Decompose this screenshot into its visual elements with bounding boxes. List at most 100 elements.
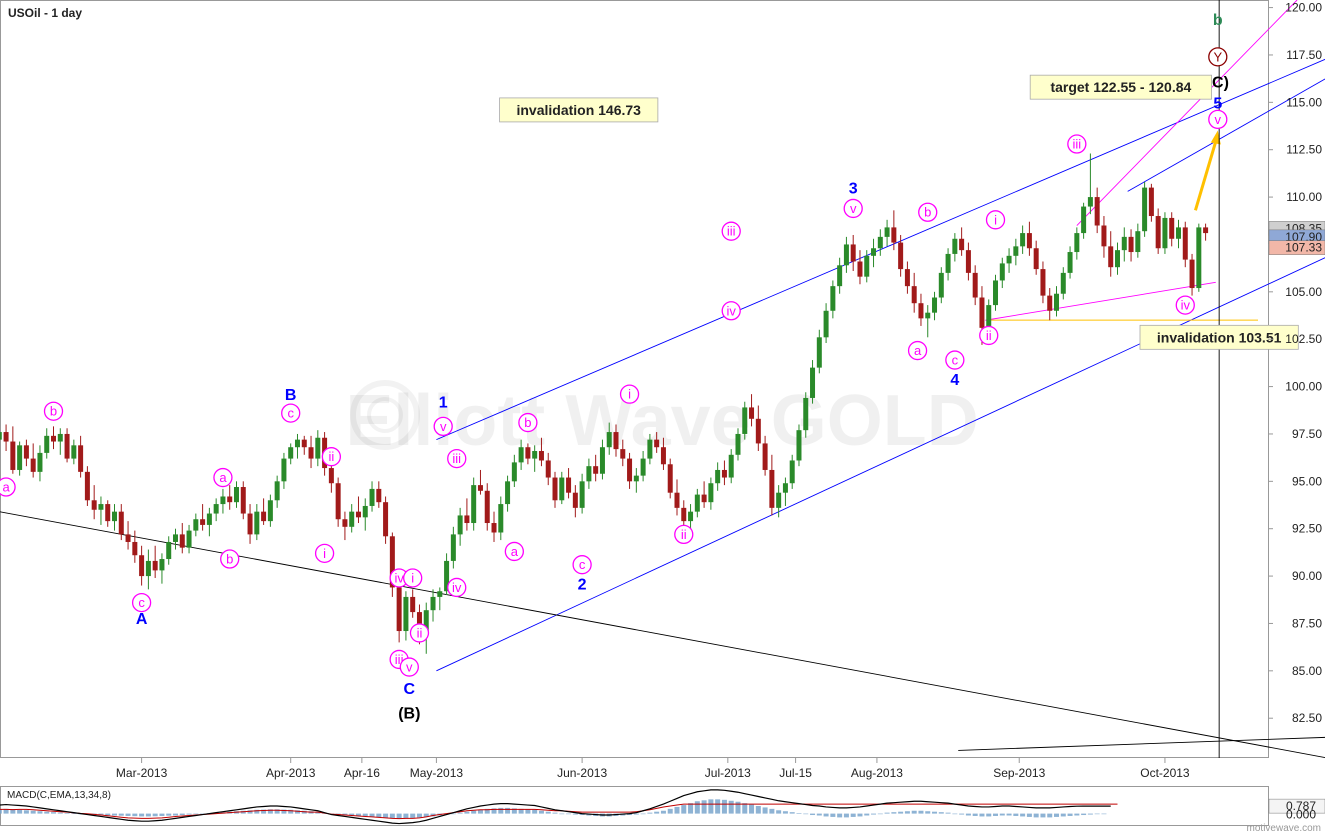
- candle-up: [294, 439, 300, 448]
- date-tick-label: Apr-16: [344, 766, 380, 780]
- macd-histogram-bar: [355, 813, 361, 816]
- wave-label: b: [1213, 12, 1223, 29]
- candle-up: [430, 596, 436, 611]
- watermark-logo: [350, 380, 420, 450]
- candle-down: [1155, 216, 1161, 249]
- wave-label: 4: [950, 372, 959, 389]
- macd-histogram-bar: [179, 813, 185, 816]
- candle-up: [288, 447, 294, 459]
- candle-down: [538, 451, 544, 461]
- macd-histogram-bar: [640, 813, 646, 815]
- candle-down: [301, 439, 307, 448]
- macd-histogram-bar: [511, 808, 517, 814]
- macd-histogram-bar: [505, 807, 511, 814]
- wave-label: iv: [452, 580, 462, 595]
- date-tick-label: Jul-2013: [705, 766, 751, 780]
- candle-up: [864, 255, 870, 277]
- macd-histogram-bar: [0, 809, 2, 814]
- macd-histogram-bar: [281, 809, 287, 814]
- candle-up: [952, 238, 958, 254]
- candle-down: [240, 487, 246, 514]
- chart-title: USOil - 1 day: [8, 6, 82, 20]
- wave-label: v: [440, 419, 447, 434]
- candle-up: [1162, 217, 1168, 249]
- macd-histogram-bar: [118, 813, 124, 816]
- candle-up: [166, 541, 172, 560]
- macd-histogram-bar: [938, 812, 944, 814]
- wave-label: iv: [727, 303, 737, 318]
- macd-histogram-bar: [932, 811, 938, 814]
- candle-up: [267, 500, 273, 522]
- macd-histogram-bar: [369, 813, 375, 817]
- candle-down: [749, 407, 755, 419]
- wave-circle: [572, 555, 592, 575]
- macd-histogram-bar: [667, 808, 673, 814]
- macd-histogram-bar: [715, 799, 721, 814]
- macd-histogram-bar: [315, 812, 321, 814]
- candle-up: [57, 433, 63, 442]
- macd-histogram-bar: [742, 803, 748, 814]
- macd-histogram-bar: [1020, 813, 1026, 817]
- macd-histogram-bar: [44, 811, 50, 814]
- macd-histogram-bar: [71, 813, 77, 815]
- macd-histogram-bar: [518, 808, 524, 814]
- macd-histogram-bar: [566, 813, 572, 815]
- candle-down: [410, 596, 416, 613]
- candle-up: [37, 452, 43, 472]
- wave-circle: [907, 340, 928, 361]
- candle-down: [1026, 233, 1032, 249]
- macd-histogram-bar: [132, 813, 138, 817]
- candle-up: [694, 494, 700, 512]
- wave-label: v: [850, 201, 857, 216]
- wave-label: 3: [849, 181, 858, 198]
- macd-histogram-bar: [721, 799, 727, 814]
- candle-down: [105, 504, 111, 522]
- candle-up: [532, 451, 538, 459]
- wave-label: c: [138, 595, 145, 610]
- wave-label: C: [404, 681, 416, 698]
- wave-circle: [131, 592, 152, 613]
- macd-histogram-bar: [267, 809, 273, 814]
- wave-label: iii: [395, 652, 404, 667]
- candle-up: [728, 454, 734, 478]
- candle-up: [444, 560, 450, 592]
- trendline-magenta-lower: [985, 281, 1216, 321]
- candle-up: [423, 610, 429, 633]
- macd-histogram-bar: [186, 813, 192, 815]
- candle-down: [627, 458, 633, 482]
- credit-label: motivewave.com: [1247, 823, 1321, 834]
- wave-label: c: [287, 406, 294, 421]
- macd-histogram-bar: [152, 813, 158, 817]
- macd-histogram-bar: [1013, 813, 1019, 816]
- wave-circle: [433, 416, 453, 437]
- macd-histogram-bar: [701, 800, 707, 814]
- annotations-layer: invalidation 146.73 target 122.55 - 120.8…: [499, 74, 1299, 350]
- macd-histogram-bar: [816, 813, 822, 816]
- candle-down: [979, 297, 985, 328]
- candle-up: [647, 439, 653, 459]
- wave-label: a: [219, 470, 227, 485]
- candle-down: [1182, 227, 1188, 260]
- price-tick-label: 117.50: [1286, 48, 1322, 62]
- candle-up: [884, 227, 890, 237]
- candle-up: [44, 435, 50, 453]
- macd-pane-border: [0, 786, 1269, 826]
- macd-histogram-bar: [545, 811, 551, 814]
- candle-down: [84, 471, 90, 501]
- candle-up: [362, 505, 368, 518]
- candle-down: [965, 250, 971, 273]
- macd-histogram-bar: [105, 813, 111, 816]
- candle-up: [1175, 227, 1181, 239]
- candle-up: [810, 367, 816, 398]
- macd-histogram-bar: [572, 813, 578, 815]
- candle-down: [227, 496, 233, 503]
- candle-up: [159, 559, 165, 571]
- macd-histogram-bar: [735, 801, 741, 814]
- macd-histogram-bar: [396, 813, 402, 819]
- candle-down: [152, 560, 158, 571]
- candle-down: [613, 432, 619, 450]
- macd-histogram-bar: [98, 813, 104, 816]
- candle-up: [586, 466, 592, 482]
- candle-down: [681, 507, 687, 522]
